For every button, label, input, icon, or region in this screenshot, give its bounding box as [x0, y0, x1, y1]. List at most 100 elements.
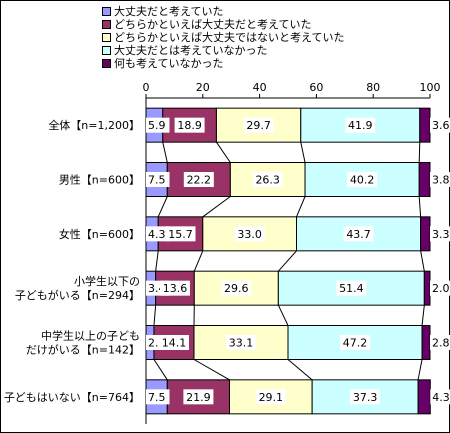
legend-item: どちらかといえば大丈夫ではないと考えていた: [102, 31, 344, 44]
value-label: 29.7: [246, 119, 271, 132]
legend-label: 大丈夫だとは考えていなかった: [114, 44, 268, 57]
legend-item: どちらかといえば大丈夫だと考えていた: [102, 18, 344, 31]
value-label-bg: [350, 389, 381, 405]
legend-label: 大丈夫だと考えていた: [114, 5, 224, 18]
value-label-bg: [146, 226, 170, 242]
series-connector-line: [202, 196, 231, 218]
legend-item: 大丈夫だとは考えていなかった: [102, 44, 344, 57]
value-label-bg: [430, 172, 450, 187]
category-label: 男性【n=600】: [59, 173, 140, 187]
value-label: 14.1: [162, 337, 187, 350]
value-label: 21.9: [186, 391, 211, 404]
value-label: 3.8: [432, 174, 450, 187]
value-label-bg: [146, 172, 170, 187]
legend-swatch: [102, 7, 111, 16]
category-label: 子どもがいる【n=294】: [15, 288, 140, 302]
bar-segment: [421, 325, 431, 360]
value-label: 29.6: [224, 282, 249, 295]
value-label: 2.0: [432, 282, 450, 295]
series-connector-line: [287, 359, 313, 381]
value-label-bg: [234, 226, 265, 242]
category-label: 中学生以上の子ども: [41, 329, 140, 343]
series-connector-line: [296, 196, 306, 218]
category-label: 女性【n=600】: [59, 227, 140, 241]
value-label: 13.6: [163, 282, 188, 295]
value-label: 7.5: [148, 391, 166, 404]
value-label: 3.3: [432, 228, 450, 241]
value-label: 47.2: [343, 337, 368, 350]
series-connector-line: [418, 142, 421, 163]
legend-label: どちらかといえば大丈夫だと考えていた: [114, 18, 312, 31]
value-label-bg: [165, 226, 196, 242]
value-label: 18.9: [177, 119, 202, 132]
series-connector-line: [162, 142, 168, 163]
bar-segment: [423, 270, 431, 306]
value-label: 43.7: [346, 228, 371, 241]
bar-segment: [417, 379, 431, 415]
value-label-bg: [252, 172, 283, 187]
value-label: 40.2: [350, 174, 375, 187]
series-connector-line: [277, 250, 297, 272]
x-tick-label: 0: [143, 81, 150, 94]
value-label: 33.0: [237, 228, 262, 241]
value-label-bg: [159, 280, 190, 296]
legend-item: 大丈夫だと考えていた: [102, 5, 344, 18]
x-tick-label: 100: [420, 81, 441, 94]
value-label: 7.5: [148, 174, 166, 187]
value-label-bg: [336, 280, 367, 296]
bar-segment: [420, 216, 431, 252]
category-label: 子どもはいない【n=764】: [4, 391, 140, 404]
value-label: 26.3: [255, 174, 280, 187]
bar-segment: [419, 107, 431, 143]
value-label: 37.3: [353, 391, 378, 404]
value-label: 4.3: [432, 391, 450, 404]
category-label: だけがいる【n=142】: [26, 343, 140, 357]
value-label: 2.8: [432, 337, 450, 350]
x-tick-label: 40: [253, 81, 267, 94]
legend-label: 何も考えていなかった: [114, 57, 224, 70]
series-connector-line: [153, 359, 168, 381]
value-label: 3.6: [432, 119, 450, 132]
value-label-bg: [430, 117, 450, 133]
series-connector-line: [216, 141, 231, 163]
value-label-bg: [340, 335, 371, 350]
value-label-bg: [158, 335, 189, 350]
value-label-bg: [183, 389, 214, 405]
value-label: 4.3: [148, 228, 166, 241]
legend-swatch: [102, 33, 111, 42]
value-label-bg: [255, 389, 286, 405]
bar-segment: [296, 216, 422, 252]
series-connector-line: [417, 359, 423, 380]
value-label-bg: [221, 280, 252, 296]
value-label-bg: [345, 117, 376, 133]
value-label-bg: [347, 172, 378, 187]
value-label-bg: [183, 172, 214, 187]
legend-swatch: [102, 46, 111, 55]
legend-swatch: [102, 59, 111, 68]
value-label-bg: [146, 117, 170, 133]
value-label-bg: [430, 335, 450, 350]
series-connector-line: [300, 142, 306, 163]
value-label-bg: [343, 226, 374, 242]
x-tick-label: 80: [366, 81, 380, 94]
category-label: 全体【n=1,200】: [48, 118, 140, 132]
legend-label: どちらかといえば大丈夫ではないと考えていた: [114, 31, 345, 44]
value-label-bg: [225, 335, 256, 350]
series-connector-line: [155, 250, 159, 272]
series-connector-line: [153, 305, 157, 326]
value-label: 29.1: [259, 391, 284, 404]
series-connector-line: [418, 196, 422, 217]
value-label: 41.9: [348, 119, 373, 132]
value-label: 33.1: [229, 337, 254, 350]
series-connector-line: [277, 304, 289, 326]
legend-item: 何も考えていなかった: [102, 57, 344, 70]
value-label-bg: [243, 117, 274, 133]
value-label-bg: [430, 389, 450, 405]
series-connector-line: [421, 305, 425, 326]
legend: 大丈夫だと考えていた どちらかといえば大丈夫だと考えていた どちらかといえば大丈…: [102, 5, 344, 70]
value-label: 5.9: [148, 119, 166, 132]
value-label-bg: [174, 117, 205, 133]
series-connector-line: [157, 196, 168, 218]
x-tick-label: 60: [309, 81, 323, 94]
